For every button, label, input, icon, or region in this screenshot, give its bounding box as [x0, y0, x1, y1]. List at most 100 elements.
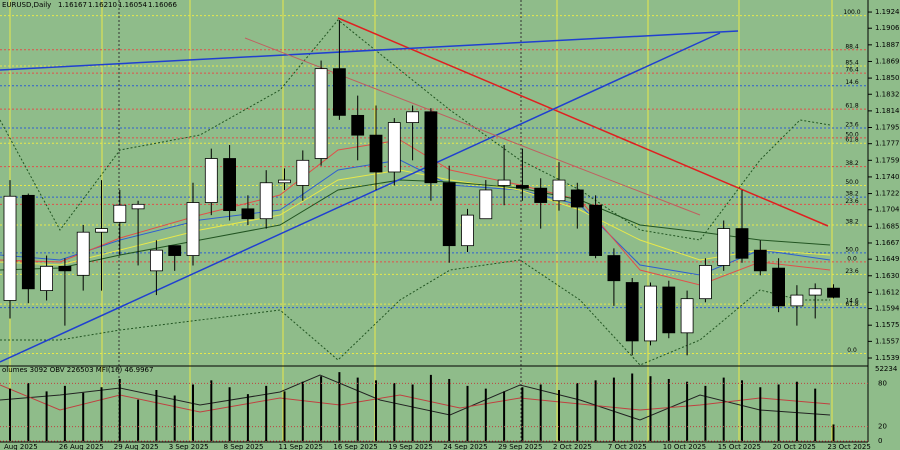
candle-body [424, 111, 438, 184]
candle-body [625, 282, 639, 342]
y-tick-label: 1.15575 [875, 337, 900, 345]
candle-body [717, 228, 731, 266]
x-tick-label: 15 Oct 2025 [718, 443, 761, 450]
open-value: 1.16167 [58, 1, 87, 9]
x-tick-label: 29 Sep 2025 [498, 443, 542, 450]
y-tick-label: 1.17955 [875, 124, 900, 132]
y-tick-label: 1.18505 [875, 74, 900, 82]
candle-body [387, 122, 401, 173]
y-tick-label: 1.15390 [875, 354, 900, 362]
y-tick-label: 1.15940 [875, 305, 900, 313]
x-tick-label: 10 Oct 2025 [663, 443, 706, 450]
y2-tick-label: 0 [878, 437, 882, 445]
candle-body [699, 265, 712, 300]
level-label: 88.4 [845, 43, 859, 50]
level-label: 61.8 [845, 137, 859, 144]
candle-body [827, 287, 840, 298]
candle-body [662, 286, 676, 334]
level-label: 14.6 [845, 298, 859, 305]
candle-body [772, 267, 785, 307]
y-tick-label: 1.17040 [875, 206, 900, 214]
x-tick-label: 16 Sep 2025 [333, 443, 377, 450]
candle-body [552, 179, 566, 202]
candle-body [95, 228, 108, 233]
x-tick-label: 24 Sep 2025 [443, 443, 487, 450]
candle-body [58, 265, 72, 272]
x-tick-label: 7 Oct 2025 [608, 443, 647, 450]
level-label: 38.2 [845, 191, 859, 198]
y-tick-label: 1.18140 [875, 107, 900, 115]
y2-tick-label: 20 [878, 423, 887, 431]
level-label: 14.6 [845, 79, 859, 86]
candle-body [332, 68, 346, 116]
candle-body [497, 179, 511, 186]
level-label: 100.0 [843, 9, 860, 16]
indicator-title: olumes 3092 OBV 226503 MFI(16) 46.9967 [2, 366, 153, 374]
candle-body [534, 187, 548, 203]
y-tick-label: 1.17220 [875, 190, 900, 198]
x-tick-label: Aug 2025 [4, 443, 38, 450]
volume-bars [9, 372, 835, 441]
candle-body [808, 288, 822, 296]
candle-body [168, 245, 182, 256]
level-label: 61.8 [845, 301, 859, 308]
level-label: 23.6 [845, 198, 859, 205]
y-tick-label: 1.19240 [875, 8, 900, 16]
candle-body [406, 111, 420, 123]
x-tick-label: 29 Aug 2025 [114, 443, 159, 450]
candle-body [351, 114, 365, 136]
y-tick-label: 1.16490 [875, 255, 900, 263]
level-label: 61.8 [845, 103, 859, 110]
candle-body [21, 194, 35, 290]
x-tick-label: 23 Oct 2025 [828, 443, 871, 450]
candle-body [296, 159, 310, 186]
candle-body [131, 203, 145, 210]
y-tick-label: 1.18325 [875, 90, 900, 98]
close-value: 1.16066 [148, 1, 177, 9]
low-value: 1.16054 [118, 1, 147, 9]
y2-tick-label: 80 [878, 379, 887, 387]
x-tick-label: 8 Sep 2025 [224, 443, 264, 450]
candle-body [589, 204, 602, 256]
y-tick-label: 1.15755 [875, 321, 900, 329]
candle-body [644, 285, 657, 342]
candle-body [40, 265, 53, 291]
candle-body [259, 182, 273, 220]
x-tick-label: 19 Sep 2025 [388, 443, 432, 450]
candle-body [790, 294, 804, 307]
candle-body [753, 249, 767, 272]
y-tick-label: 1.19060 [875, 24, 900, 32]
y-tick-label: 1.17405 [875, 173, 900, 181]
level-label: 0.0 [847, 255, 857, 262]
y-tick-label: 1.18690 [875, 57, 900, 65]
level-label: 76.4 [845, 67, 859, 74]
level-label: 23.6 [845, 268, 859, 275]
level-label: 38.2 [845, 219, 859, 226]
y-tick-label: 1.17590 [875, 156, 900, 164]
y-tick-label: 1.16120 [875, 288, 900, 296]
y-tick-label: 1.16855 [875, 222, 900, 230]
candle-body [3, 195, 17, 301]
x-tick-label: 11 Sep 2025 [279, 443, 323, 450]
candle-body [369, 134, 383, 173]
candle-body [204, 158, 218, 203]
candle-body [680, 298, 694, 334]
x-tick-label: 26 Aug 2025 [59, 443, 104, 450]
candle-body [241, 208, 255, 220]
candle-body [479, 189, 493, 220]
candle-body [186, 202, 200, 256]
candle-body [570, 189, 584, 208]
level-label: 23.6 [845, 121, 859, 128]
y-tick-label: 1.16305 [875, 272, 900, 280]
candle-body [223, 158, 237, 212]
x-tick-label: 20 Oct 2025 [773, 443, 816, 450]
level-label: 50.0 [845, 246, 859, 253]
candle-body [76, 231, 90, 276]
candles [3, 20, 840, 356]
candle-body [113, 204, 127, 223]
candle-body [149, 249, 163, 272]
candle-body [607, 255, 621, 282]
y-tick-label: 1.17775 [875, 140, 900, 148]
high-value: 1.16210 [88, 1, 117, 9]
